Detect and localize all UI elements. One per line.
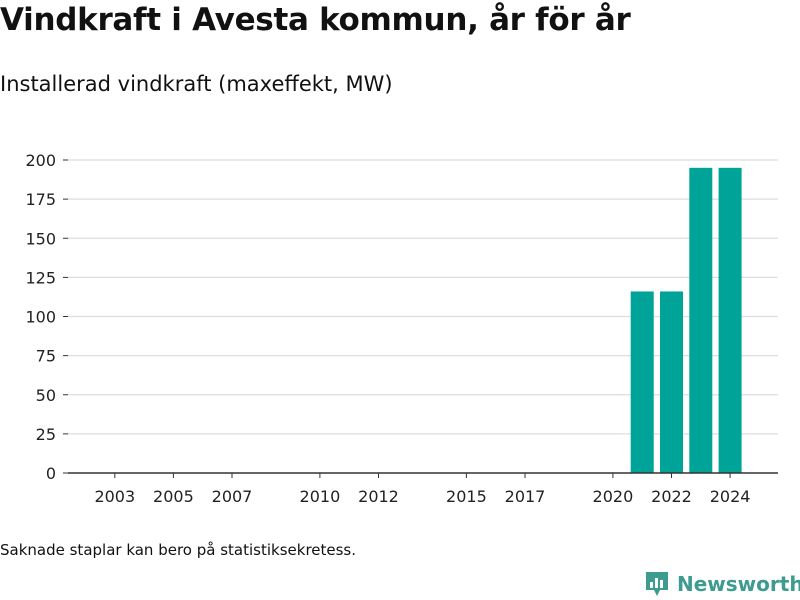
x-tick-label: 2003: [94, 487, 135, 506]
x-tick-label: 2020: [593, 487, 634, 506]
x-tick-label: 2015: [446, 487, 487, 506]
chart-subtitle: Installerad vindkraft (maxeffekt, MW): [0, 72, 393, 96]
brand-name: Newsworthy: [677, 572, 800, 596]
y-tick-label: 25: [36, 425, 56, 444]
bar-2021: [630, 291, 654, 473]
y-tick-label: 150: [25, 229, 56, 248]
bar-2024: [718, 167, 742, 473]
bars: [630, 167, 742, 473]
y-tick-label: 0: [46, 464, 56, 483]
y-tick-label: 125: [25, 268, 56, 287]
bar-2022: [660, 291, 683, 473]
x-tick-label: 2017: [505, 487, 546, 506]
bar-2023: [689, 167, 713, 473]
chart-title: Vindkraft i Avesta kommun, år för år: [0, 2, 631, 38]
x-tick-label: 2024: [710, 487, 751, 506]
y-axis-ticks: 0 25 50 75 100 125 150 175 200: [25, 151, 68, 483]
y-tick-label: 175: [25, 190, 56, 209]
newsworthy-brand[interactable]: Newsworthy: [644, 569, 800, 599]
footnote: Saknade staplar kan bero på statistiksek…: [0, 541, 357, 559]
y-tick-label: 50: [36, 386, 56, 405]
x-tick-label: 2007: [212, 487, 253, 506]
gridlines: [68, 159, 778, 435]
x-tick-label: 2010: [300, 487, 341, 506]
y-tick-label: 100: [25, 308, 56, 327]
y-tick-label: 75: [36, 347, 56, 366]
newsworthy-logo-icon: [646, 572, 668, 596]
x-tick-label: 2005: [153, 487, 194, 506]
x-axis-ticks: 2003 2005 2007 2010 2012 2015 2017 2020 2022 2024: [94, 473, 750, 506]
x-tick-label: 2012: [358, 487, 399, 506]
y-tick-label: 200: [25, 151, 56, 170]
x-tick-label: 2022: [651, 487, 692, 506]
